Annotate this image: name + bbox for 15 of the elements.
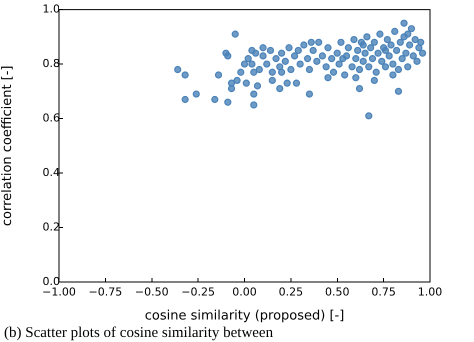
x-tick-label: −0.25 bbox=[181, 285, 215, 298]
text: (b) Scatter plots of cosine similarity between bbox=[4, 324, 274, 342]
x-tick-label: −0.75 bbox=[88, 285, 122, 298]
y-tick-label: 1.0 bbox=[42, 2, 60, 16]
x-tick-label: 1.00 bbox=[418, 285, 442, 298]
x-tick-label: 0.75 bbox=[371, 285, 396, 298]
x-tick-label: −1.00 bbox=[42, 285, 76, 298]
y-tick-label: 0.0 bbox=[42, 274, 60, 288]
y-tick-label: 0.2 bbox=[42, 220, 60, 234]
x-tick-label: 0.00 bbox=[232, 285, 257, 298]
y-axis-title: correlation coefficient [-] bbox=[0, 65, 16, 226]
x-tick-label: −0.50 bbox=[134, 285, 169, 298]
x-axis-title: cosine similarity (proposed) [-] bbox=[144, 308, 344, 324]
x-tick-label: 0.50 bbox=[325, 285, 350, 298]
x-tick-label: 0.25 bbox=[278, 285, 304, 298]
